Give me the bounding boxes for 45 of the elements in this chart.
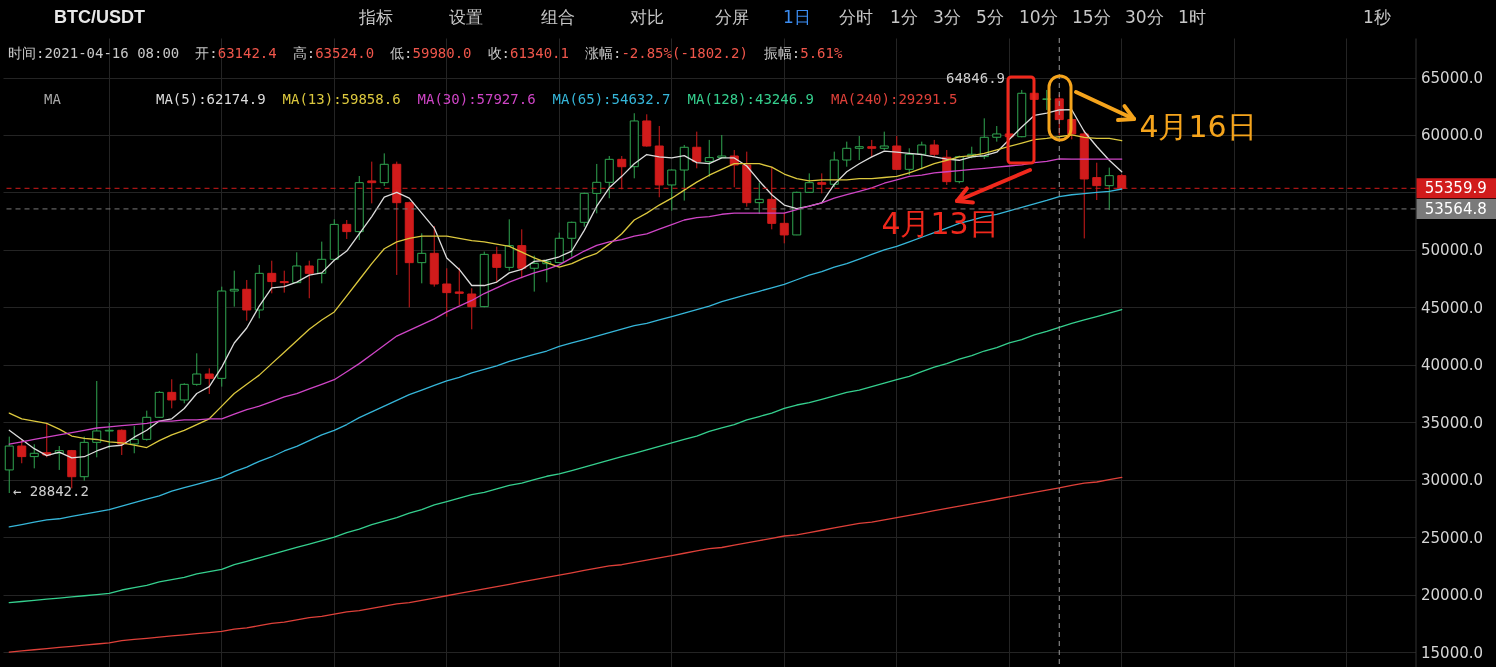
annotation: 开:63142.4 [195,45,277,61]
text: 30分 [1125,7,1164,27]
annotation: 涨幅:-2.85%(-1802.2) [584,45,748,61]
text: MA(30):57927.6 [417,91,536,107]
y-tick-label: 30000.0 [1421,471,1484,490]
annotation: 收:61340.1 [487,45,569,61]
annotation: MA [44,91,62,107]
annotation: ← 28842.2 [13,483,89,499]
y-tick-label: 35000.0 [1421,413,1484,432]
text: 3分 [933,7,961,27]
text: 分屏 [715,7,749,27]
text: 设置 [449,7,483,27]
text: MA(65):54632.7 [552,91,671,107]
y-tick-label: 65000.0 [1421,69,1484,88]
y-tick-label: 40000.0 [1421,356,1484,375]
text: MA(13):59858.6 [282,91,401,107]
annotation: 振幅:5.61% [763,45,843,61]
text: 对比 [630,7,664,27]
y-tick-label: 20000.0 [1421,586,1484,605]
text: 指标 [358,7,393,27]
y-tick-label: 25000.0 [1421,528,1484,547]
text: 1分 [890,7,918,27]
text: MA(128):43246.9 [687,91,814,107]
text: MA(5):62174.9 [156,91,266,107]
text: 1时 [1178,7,1206,27]
annotation: 低:59980.0 [390,45,472,61]
y-tick-label: 50000.0 [1421,241,1484,260]
ref-line-label: 53564.8 [1424,199,1487,218]
text: 10分 [1019,7,1058,27]
annotation: 时间:2021-04-16 08:00 [8,45,180,61]
text: 1秒 [1363,7,1391,27]
y-tick-label: 15000.0 [1421,643,1484,662]
chart-title: BTC/USDT [54,7,145,27]
text: 组合 [541,7,575,27]
ref-line-label: 55359.9 [1424,179,1487,198]
text: 分时 [839,7,873,27]
annotation: 高:63524.0 [292,45,375,61]
text: 5分 [976,7,1004,27]
text: 1日 [783,7,811,27]
text: MA(240):29291.5 [830,91,958,107]
annotation: 64846.9 [945,70,1005,86]
y-tick-label: 45000.0 [1421,298,1484,317]
text: 15分 [1072,7,1111,27]
annotation: 4月16日 [1139,109,1257,144]
y-tick-label: 60000.0 [1421,126,1484,145]
